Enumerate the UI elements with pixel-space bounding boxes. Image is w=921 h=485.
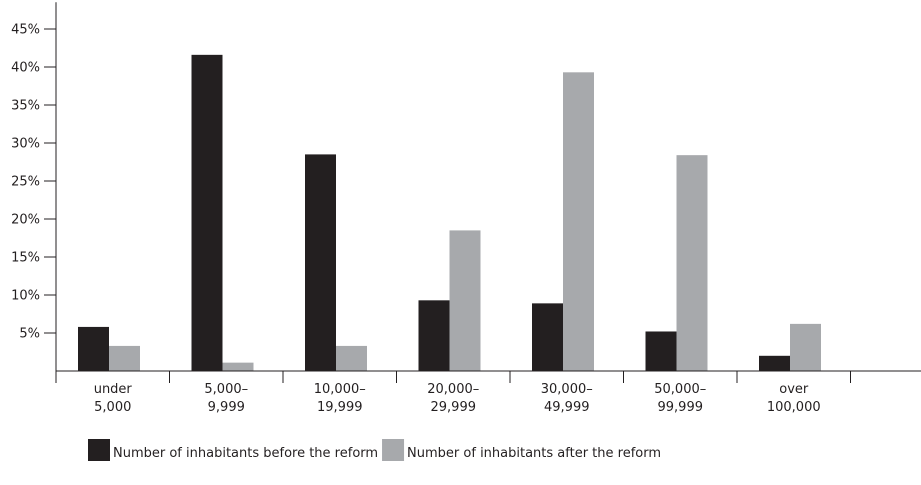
bar-before-reform <box>305 154 336 371</box>
x-category-label: 30,000– 49,999 <box>541 382 593 415</box>
x-category-label-line: over <box>779 382 809 397</box>
x-category-label-line: 19,999 <box>317 400 363 415</box>
bar-before-reform <box>759 355 790 371</box>
y-tick-label: 25% <box>11 175 40 190</box>
bar-before-reform <box>78 326 109 371</box>
bar-after-reform <box>336 345 367 371</box>
x-category-label: 10,000– 19,999 <box>314 382 366 415</box>
bar-before-reform <box>532 303 563 371</box>
x-category-label-line: 5,000 <box>94 400 131 415</box>
y-tick-label: 40% <box>11 61 40 76</box>
x-category-label-line: 9,999 <box>208 400 245 415</box>
y-tick-label: 15% <box>11 251 40 266</box>
bar-after-reform <box>676 155 708 371</box>
y-tick-label: 5% <box>19 327 40 342</box>
y-tick-label: 30% <box>11 137 40 152</box>
x-category-label: under 5,000 <box>94 382 133 415</box>
x-category-label-line: 20,000– <box>427 382 479 397</box>
y-tick-label: 35% <box>11 99 40 114</box>
bar-after-reform <box>109 345 140 371</box>
x-category-label-line: 99,999 <box>658 400 704 415</box>
x-category-label: 5,000– 9,999 <box>204 382 248 415</box>
x-category-label-line: 100,000 <box>767 400 821 415</box>
x-category-label-line: 10,000– <box>314 382 366 397</box>
y-axis: 5% 10% 15% 20% 25% 30% 35% 40% 45% <box>11 2 57 371</box>
x-category-label-line: 50,000– <box>654 382 706 397</box>
bar-before-reform <box>191 54 223 372</box>
x-category-label: 50,000– 99,999 <box>654 382 706 415</box>
legend-label: Number of inhabitants after the reform <box>407 446 661 461</box>
legend-swatch <box>382 439 405 461</box>
x-category-label-line: 49,999 <box>544 400 590 415</box>
legend-label: Number of inhabitants before the reform <box>113 446 378 461</box>
y-tick-label: 20% <box>11 213 40 228</box>
bars <box>78 54 821 372</box>
x-category-label-line: 5,000– <box>204 382 248 397</box>
x-category-label-line: under <box>94 382 133 397</box>
x-axis: under 5,000 5,000– 9,999 10,000– 19,999 20,000… <box>55 370 921 415</box>
bar-after-reform <box>790 323 821 371</box>
y-tick-label: 10% <box>11 289 40 304</box>
legend: Number of inhabitants before the reform N… <box>88 439 661 461</box>
bar-after-reform <box>222 362 254 371</box>
legend-swatch <box>88 439 110 461</box>
x-category-label: 20,000– 29,999 <box>427 382 479 415</box>
bar-before-reform <box>418 300 450 371</box>
bar-after-reform <box>563 72 594 371</box>
x-category-label-line: 29,999 <box>431 400 477 415</box>
bar-after-reform <box>449 230 481 371</box>
bar-before-reform <box>645 331 677 371</box>
x-category-label: over 100,000 <box>767 382 821 415</box>
x-category-label-line: 30,000– <box>541 382 593 397</box>
y-tick-label: 45% <box>11 23 40 38</box>
